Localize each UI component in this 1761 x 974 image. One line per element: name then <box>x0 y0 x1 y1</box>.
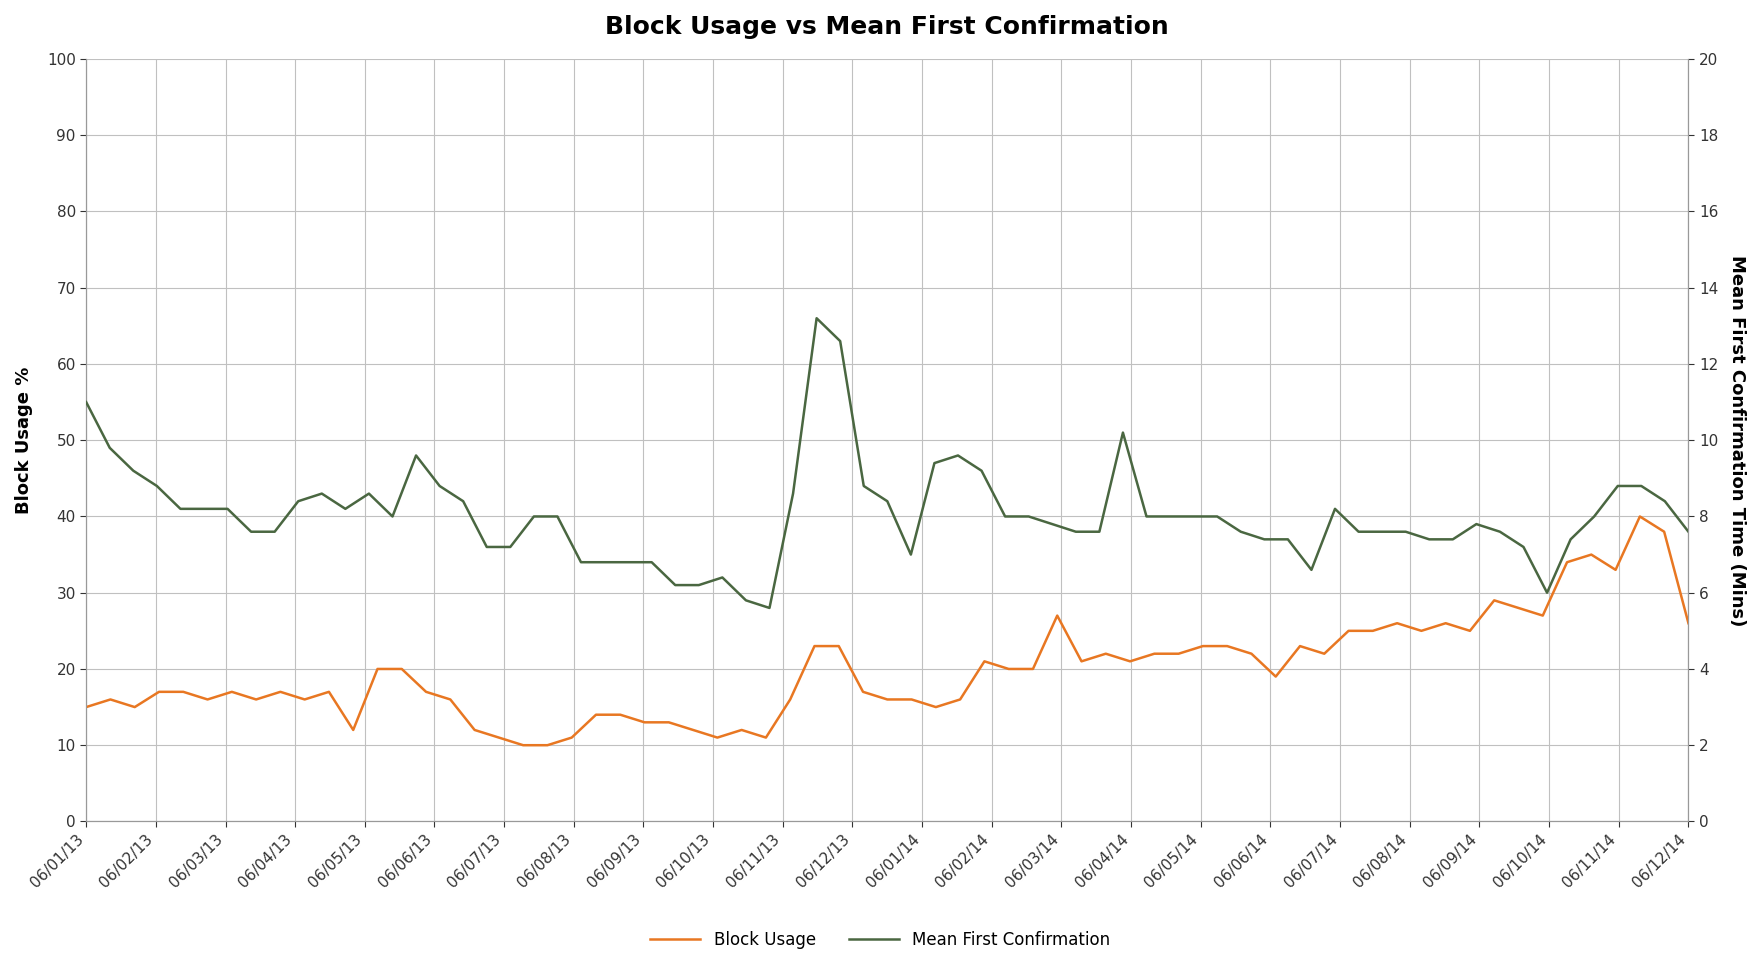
Block Usage <box>269 686 291 697</box>
Mean First Confirmation <box>335 503 356 514</box>
Block Usage <box>1629 510 1650 522</box>
Line: Mean First Confirmation: Mean First Confirmation <box>86 318 1689 608</box>
Mean First Confirmation <box>759 602 780 614</box>
Mean First Confirmation <box>194 503 215 514</box>
Y-axis label: Block Usage %: Block Usage % <box>16 366 33 514</box>
Block Usage <box>512 739 534 751</box>
Y-axis label: Mean First Confirmation Time (Mins): Mean First Confirmation Time (Mins) <box>1728 254 1745 626</box>
Mean First Confirmation <box>76 396 97 408</box>
Block Usage <box>755 731 777 743</box>
Legend: Block Usage, Mean First Confirmation: Block Usage, Mean First Confirmation <box>645 924 1116 955</box>
Mean First Confirmation <box>1347 526 1368 538</box>
Mean First Confirmation <box>1654 496 1675 507</box>
Block Usage <box>828 640 849 652</box>
Title: Block Usage vs Mean First Confirmation: Block Usage vs Mean First Confirmation <box>606 15 1169 39</box>
Block Usage <box>197 693 218 705</box>
Line: Block Usage: Block Usage <box>86 516 1689 745</box>
Block Usage <box>76 701 97 713</box>
Block Usage <box>1314 648 1335 659</box>
Block Usage <box>1557 556 1578 568</box>
Mean First Confirmation <box>1043 518 1064 530</box>
Mean First Confirmation <box>1678 526 1699 538</box>
Mean First Confirmation <box>807 313 828 324</box>
Mean First Confirmation <box>382 510 403 522</box>
Block Usage <box>1678 618 1699 629</box>
